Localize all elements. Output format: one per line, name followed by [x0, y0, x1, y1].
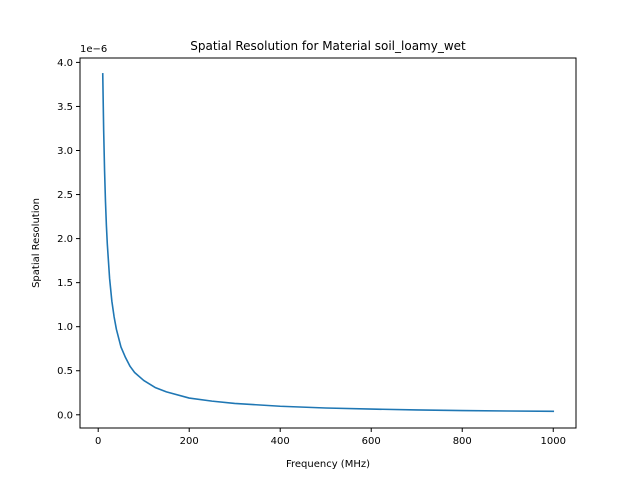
series-line-0 [101, 73, 555, 413]
y-tick-label: 3.5 [57, 102, 73, 113]
y-tick-label: 1.0 [57, 322, 73, 333]
chart-title: Spatial Resolution for Material soil_loa… [190, 39, 466, 53]
x-tick-label: 200 [180, 436, 199, 447]
y-axis-offset-text: 1e−6 [80, 44, 107, 55]
y-tick-label: 1.5 [57, 278, 73, 289]
x-tick-label: 1000 [541, 436, 566, 447]
y-tick-label: 2.0 [57, 234, 73, 245]
x-tick-label: 600 [362, 436, 381, 447]
y-tick-label: 0.5 [57, 366, 73, 377]
x-axis-label: Frequency (MHz) [286, 459, 370, 470]
y-tick-label: 4.0 [57, 58, 73, 69]
x-tick-label: 400 [271, 436, 290, 447]
plot-frame [79, 57, 577, 429]
series-layer [101, 73, 555, 413]
x-tick-label: 800 [453, 436, 472, 447]
y-tick-label: 2.5 [57, 190, 73, 201]
plot-area [80, 58, 576, 428]
x-tick-label: 0 [95, 436, 101, 447]
x-axis-ticks: 0 200 400 600 800 1000 [95, 428, 566, 447]
y-tick-label: 0.0 [57, 410, 73, 421]
y-axis-label: Spatial Resolution [31, 198, 42, 288]
y-axis-ticks: 0.0 0.5 1.0 1.5 2.0 2.5 3.0 3.5 4.0 [57, 58, 80, 421]
y-tick-label: 3.0 [57, 146, 73, 157]
